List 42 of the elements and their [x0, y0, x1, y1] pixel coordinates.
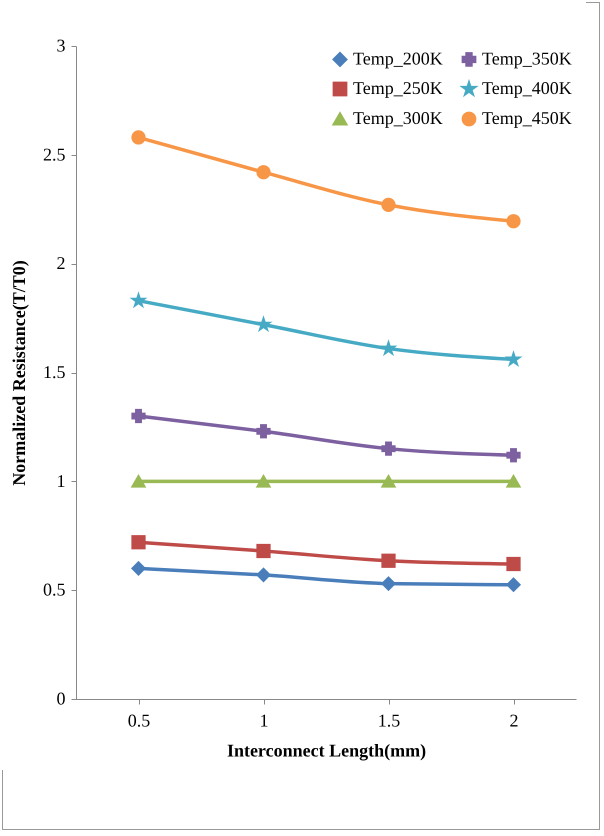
legend-label: Temp_200K [353, 48, 443, 68]
x-tick-label: 1 [260, 710, 268, 730]
point [131, 475, 146, 488]
legend-label: Temp_300K [353, 108, 443, 128]
y-tick-label: 1.5 [43, 362, 66, 382]
y-axis-title: Normalized Resistance(T/T0) [9, 260, 29, 486]
point [131, 561, 146, 576]
point [256, 568, 271, 582]
y-tick-label: 2 [56, 253, 66, 274]
point [506, 578, 521, 592]
point [131, 535, 146, 550]
point [381, 442, 396, 456]
x-tick-label: 1.5 [378, 710, 400, 730]
y-tick-label: 2.5 [43, 144, 66, 164]
point [506, 556, 521, 572]
y-tick-label: 1 [56, 470, 66, 491]
point [506, 214, 521, 228]
point [256, 475, 271, 488]
point [256, 165, 271, 180]
legend-label: Temp_450K [482, 108, 572, 128]
point [381, 554, 396, 568]
y-tick-label: 0 [56, 688, 66, 708]
y-tick-label: 3 [56, 36, 66, 56]
point [382, 341, 396, 355]
legend-label: Temp_250K [353, 78, 443, 98]
point [131, 130, 146, 145]
point [381, 576, 396, 591]
x-tick-label: 2 [510, 710, 518, 730]
point [506, 352, 520, 366]
point [256, 424, 271, 438]
y-tick-label: 0.5 [43, 580, 66, 600]
point [256, 544, 271, 558]
point [506, 448, 521, 462]
legend-label: Temp_350K [482, 48, 572, 68]
x-tick-label: 0.5 [128, 710, 150, 730]
point [506, 475, 521, 488]
legend-label: Temp_400K [482, 78, 572, 98]
point [381, 475, 396, 488]
point [381, 198, 396, 212]
x-axis-title: Interconnect Length(mm) [226, 740, 426, 760]
point [131, 408, 146, 424]
point [256, 317, 270, 331]
